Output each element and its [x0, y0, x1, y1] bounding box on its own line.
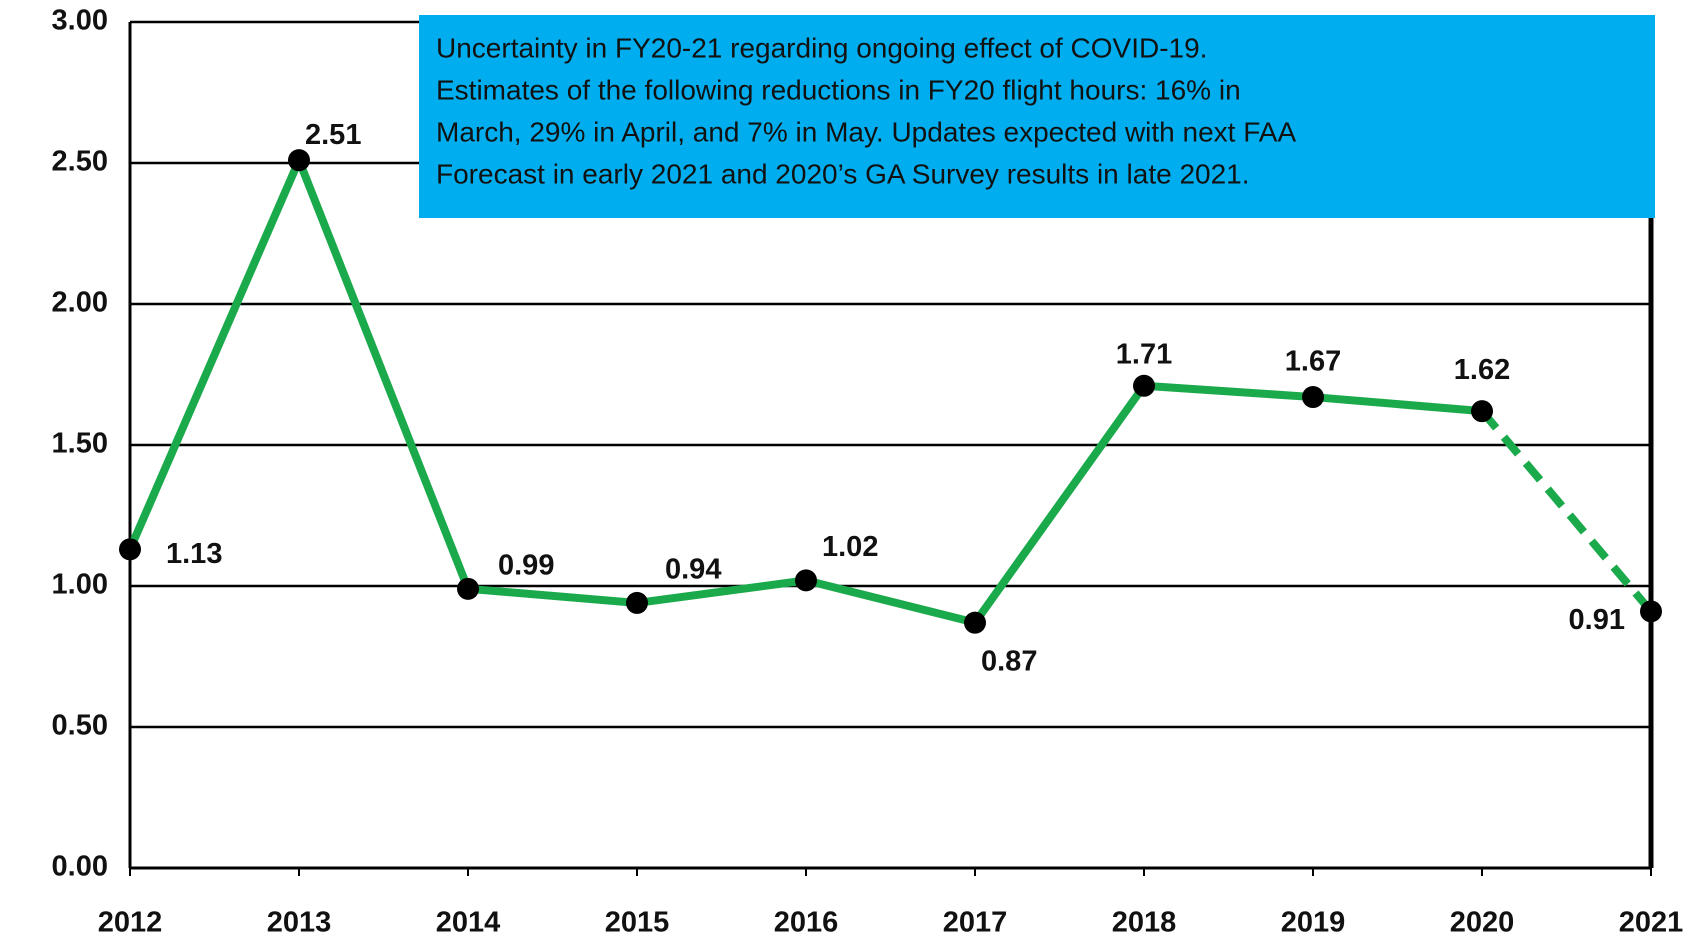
data-label: 2.51: [305, 119, 361, 151]
x-tick-label: 2015: [605, 907, 670, 938]
x-tick-label: 2012: [98, 907, 163, 938]
data-label: 1.62: [1454, 354, 1510, 386]
data-label: 0.94: [665, 554, 721, 586]
x-tick-label: 2020: [1450, 907, 1515, 938]
data-label: 1.02: [822, 531, 878, 563]
data-label: 0.91: [1569, 604, 1625, 636]
y-tick-label: 0.00: [52, 851, 108, 883]
annotation-text: March, 29% in April, and 7% in May. Upda…: [436, 116, 1296, 147]
annotation-text: Forecast in early 2021 and 2020’s GA Sur…: [436, 158, 1250, 189]
data-point: [119, 538, 141, 561]
data-label: 0.87: [981, 645, 1037, 677]
x-tick-label: 2021: [1619, 907, 1684, 938]
data-point: [1133, 374, 1155, 397]
line: [126, 156, 1483, 627]
y-tick-label: 1.00: [52, 569, 108, 601]
data-point: [457, 577, 479, 600]
y-tick-label: 1.50: [52, 428, 108, 460]
data-point: [795, 569, 817, 592]
data-label: 1.71: [1116, 338, 1172, 370]
annotation-text: Uncertainty in FY20-21 regarding ongoing…: [436, 32, 1207, 63]
data-label: 1.13: [166, 538, 222, 570]
data-point: [626, 591, 648, 614]
data-point: [288, 149, 310, 172]
x-tick-label: 2016: [774, 907, 839, 938]
forecast-line: [1478, 408, 1655, 614]
data-point: [964, 611, 986, 634]
data-point: [1640, 600, 1662, 623]
data-label: 1.67: [1285, 346, 1341, 378]
annotation-box: [419, 15, 1655, 218]
data-point: [1471, 400, 1493, 423]
y-tick-label: 2.00: [52, 287, 108, 319]
x-tick-label: 2018: [1112, 907, 1177, 938]
y-tick-label: 3.00: [52, 5, 108, 37]
y-tick-label: 0.50: [52, 710, 108, 742]
x-tick-label: 2017: [943, 907, 1008, 938]
annotation-text: Estimates of the following reductions in…: [436, 74, 1241, 105]
x-tick-label: 2019: [1281, 907, 1346, 938]
y-tick-label: 2.50: [52, 146, 108, 178]
x-tick-label: 2013: [267, 907, 332, 938]
data-point: [1302, 386, 1324, 409]
data-label: 0.99: [498, 549, 554, 581]
x-tick-label: 2014: [436, 907, 501, 938]
